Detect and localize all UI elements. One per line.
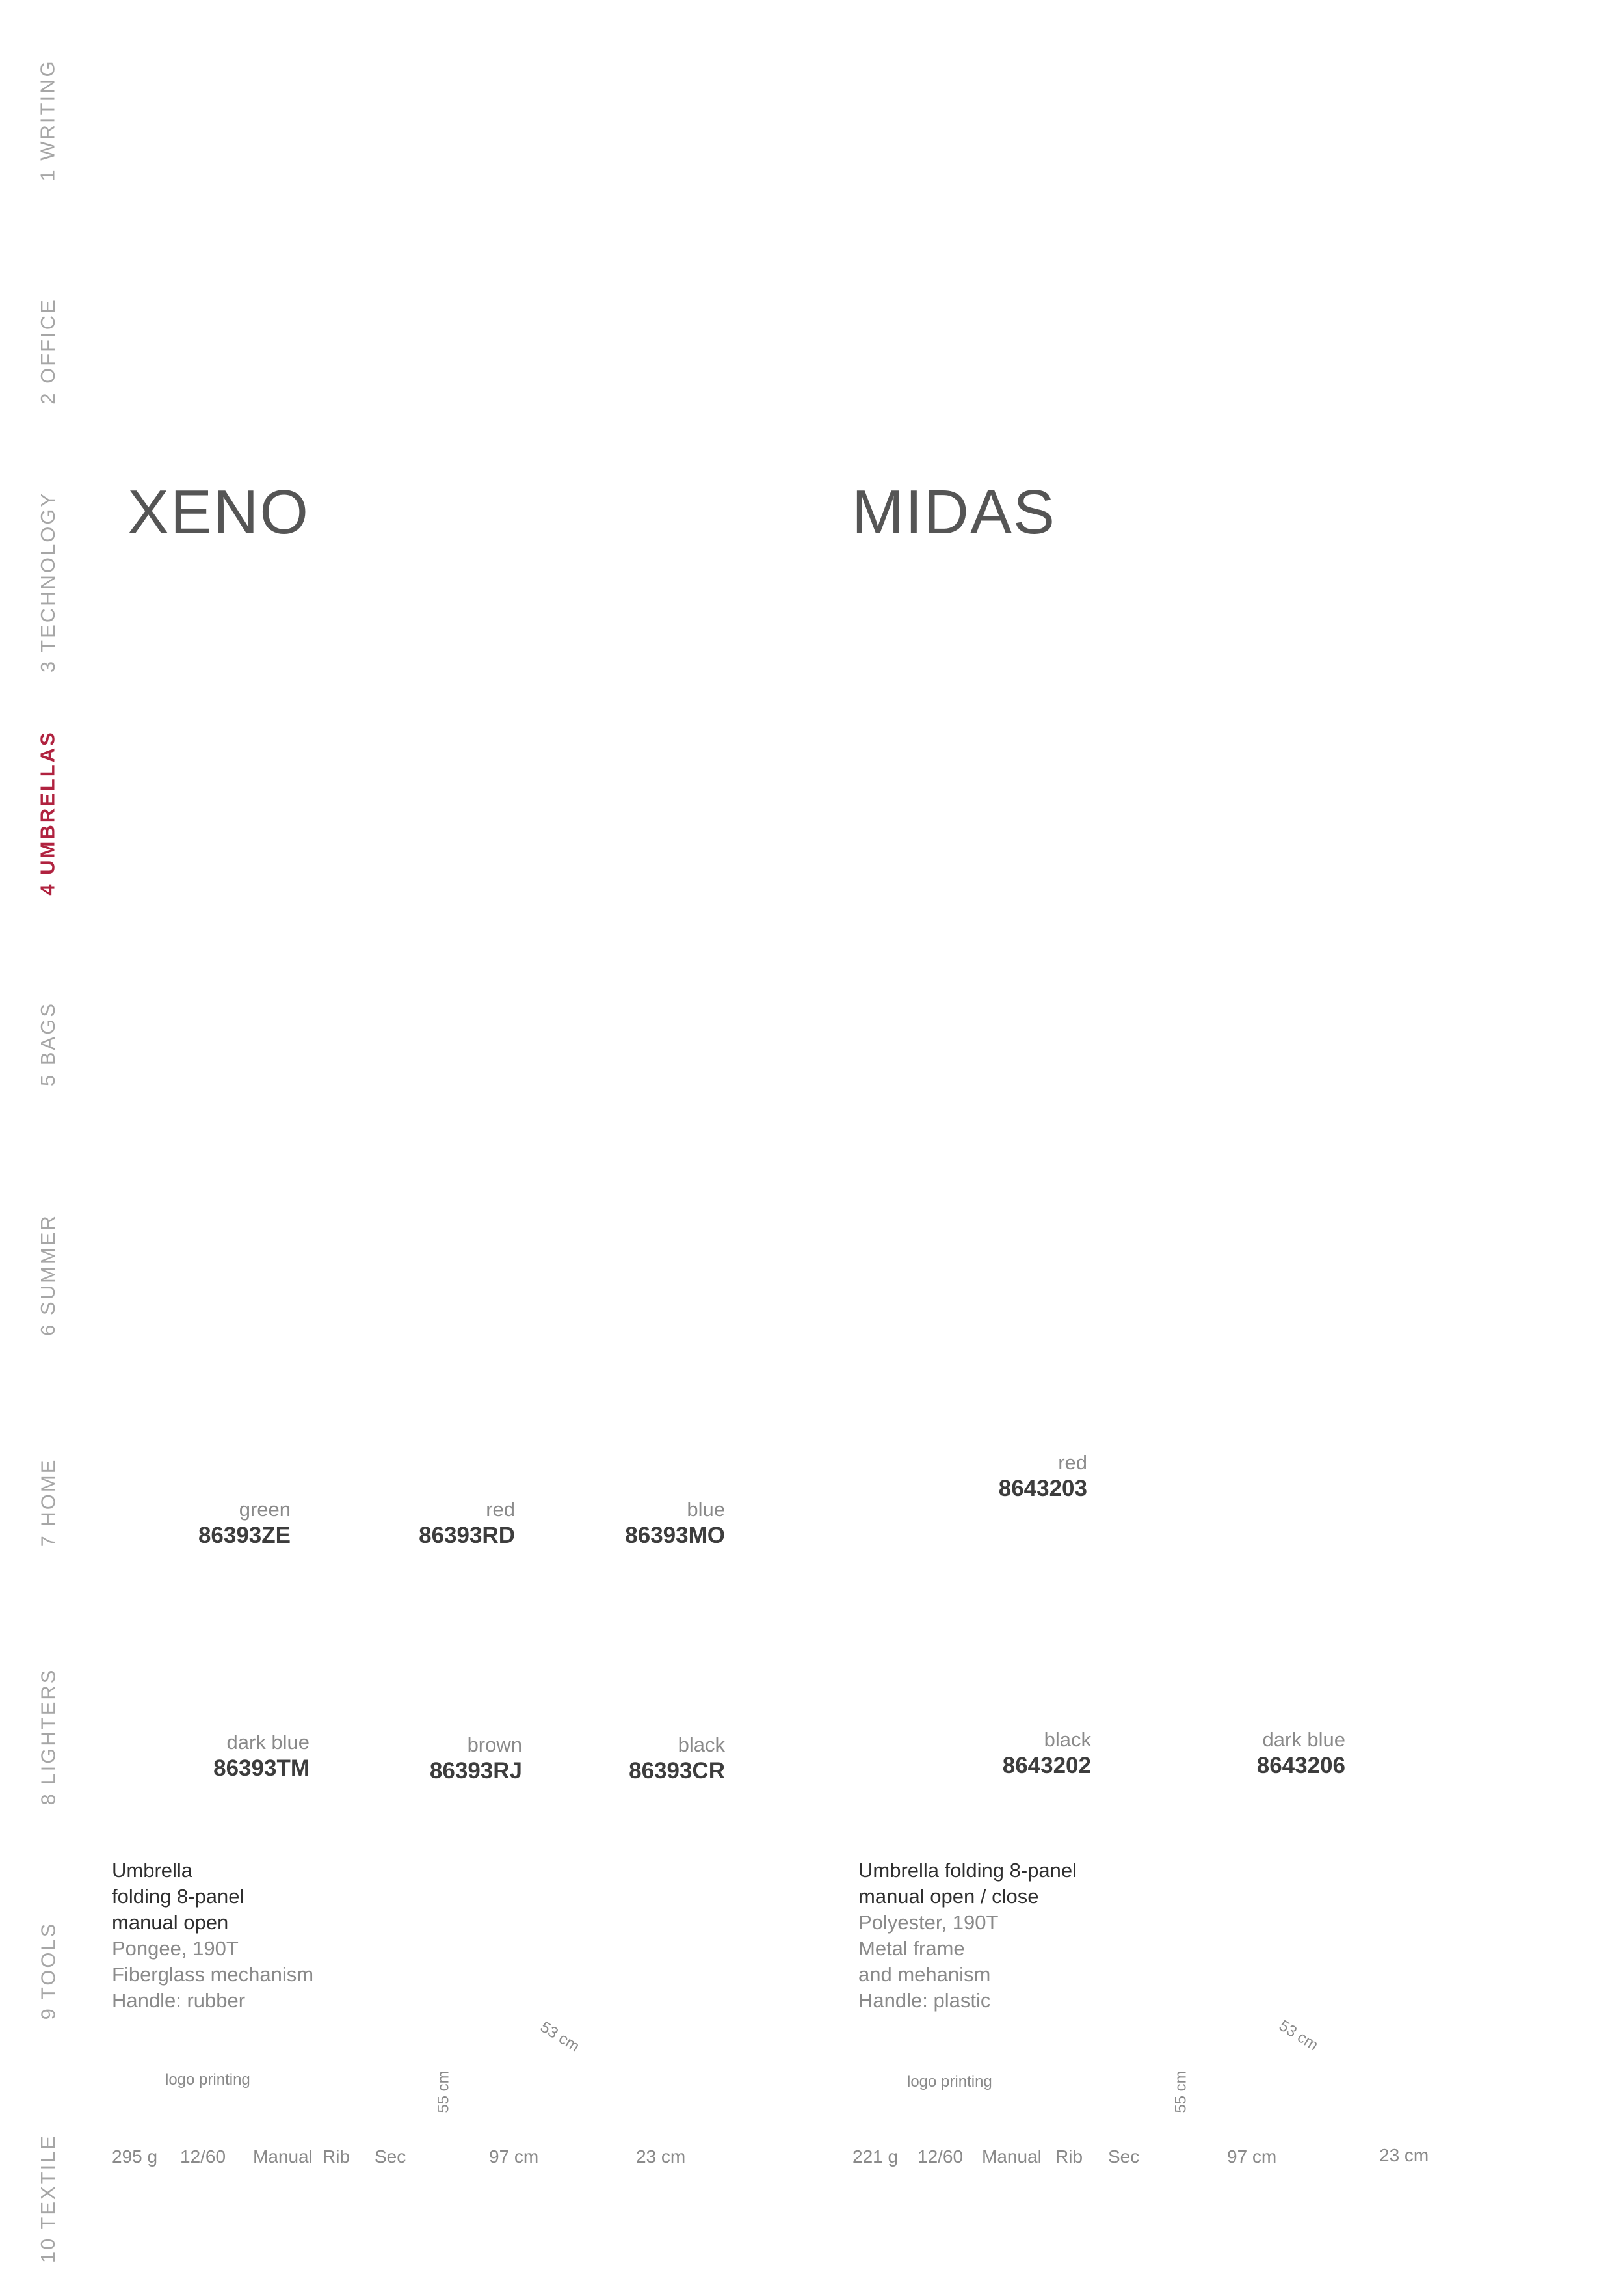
folded-value: 23 cm — [1379, 2145, 1429, 2165]
midas-variant-red: red 8643203 — [892, 1450, 1087, 1502]
rib-value: Rib — [323, 2146, 350, 2167]
xeno-logo-printing-label: logo printing — [165, 2071, 250, 2089]
nav-tab-writing[interactable]: 1 WRITING — [36, 59, 60, 181]
rib-value: Rib — [1055, 2146, 1083, 2167]
variant-color: black — [1044, 1728, 1091, 1751]
midas-height-label: 55 cm — [1172, 2070, 1190, 2113]
nav-tab-summer[interactable]: 6 SUMMER — [36, 1214, 60, 1336]
variant-color: dark blue — [226, 1731, 310, 1754]
xeno-variant-green: green 86393ZE — [96, 1497, 291, 1549]
nav-tab-technology[interactable]: 3 TECHNOLOGY — [36, 491, 60, 673]
variant-code: 86393RJ — [429, 1758, 522, 1783]
midas-title: MIDAS — [852, 477, 1057, 547]
variant-color: green — [239, 1498, 291, 1521]
nav-tab-tools[interactable]: 9 TOOLS — [36, 1921, 59, 2020]
weight-value: 221 g — [852, 2146, 899, 2167]
xeno-variant-black: black 86393CR — [530, 1733, 725, 1785]
variant-color: red — [486, 1498, 515, 1521]
xeno-variant-dark-blue: dark blue 86393TM — [114, 1730, 310, 1782]
variant-color: blue — [687, 1498, 725, 1521]
nav-tab-umbrellas[interactable]: 4 UMBRELLAS — [36, 730, 60, 896]
variant-code: 86393MO — [625, 1523, 725, 1548]
variant-color: brown — [467, 1733, 522, 1756]
pack-value: 12/60 — [180, 2146, 226, 2167]
variant-code: 86393ZE — [198, 1523, 291, 1548]
xeno-diameter-label: 53 cm — [537, 2018, 583, 2056]
midas-description: Umbrella folding 8-panel manual open / c… — [858, 1859, 1077, 2012]
nav-tab-lighters[interactable]: 8 LIGHTERS — [36, 1668, 60, 1806]
variant-code: 86393CR — [629, 1758, 725, 1783]
variant-color: dark blue — [1262, 1728, 1345, 1751]
span-value: 97 cm — [489, 2146, 539, 2167]
opening-value: Manual — [253, 2146, 313, 2167]
xeno-variant-red: red 86393RD — [320, 1497, 515, 1549]
pack-value: 12/60 — [917, 2146, 964, 2167]
variant-color: red — [1058, 1451, 1087, 1474]
variant-code: 86393TM — [213, 1755, 310, 1781]
opening-value: Manual — [982, 2146, 1042, 2167]
variant-code: 8643206 — [1256, 1753, 1345, 1778]
sec-value: Sec — [1108, 2146, 1140, 2167]
midas-diameter-label: 53 cm — [1276, 2016, 1321, 2055]
xeno-variant-brown: brown 86393RJ — [327, 1733, 522, 1785]
xeno-title: XENO — [127, 477, 310, 547]
nav-tab-textile[interactable]: 10 TEXTILE — [36, 2133, 60, 2263]
sec-value: Sec — [375, 2146, 406, 2167]
weight-value: 295 g — [112, 2146, 158, 2167]
variant-color: black — [678, 1733, 725, 1756]
nav-tab-bags[interactable]: 5 BAGS — [36, 1002, 59, 1086]
nav-tab-office[interactable]: 2 OFFICE — [36, 298, 60, 405]
variant-code: 8643203 — [998, 1476, 1087, 1501]
variant-code: 86393RD — [419, 1523, 515, 1548]
midas-variant-dark-blue: dark blue 8643206 — [1150, 1728, 1345, 1780]
variant-code: 8643202 — [1002, 1753, 1091, 1778]
midas-logo-printing-label: logo printing — [907, 2073, 992, 2090]
xeno-variant-blue: blue 86393MO — [530, 1497, 725, 1549]
folded-value: 23 cm — [636, 2146, 686, 2167]
nav-tab-home[interactable]: 7 HOME — [36, 1458, 60, 1547]
midas-variant-black: black 8643202 — [896, 1728, 1091, 1780]
xeno-description: Umbrella folding 8-panel manual open Pon… — [112, 1859, 314, 2012]
span-value: 97 cm — [1227, 2146, 1277, 2167]
xeno-height-label: 55 cm — [434, 2070, 453, 2113]
